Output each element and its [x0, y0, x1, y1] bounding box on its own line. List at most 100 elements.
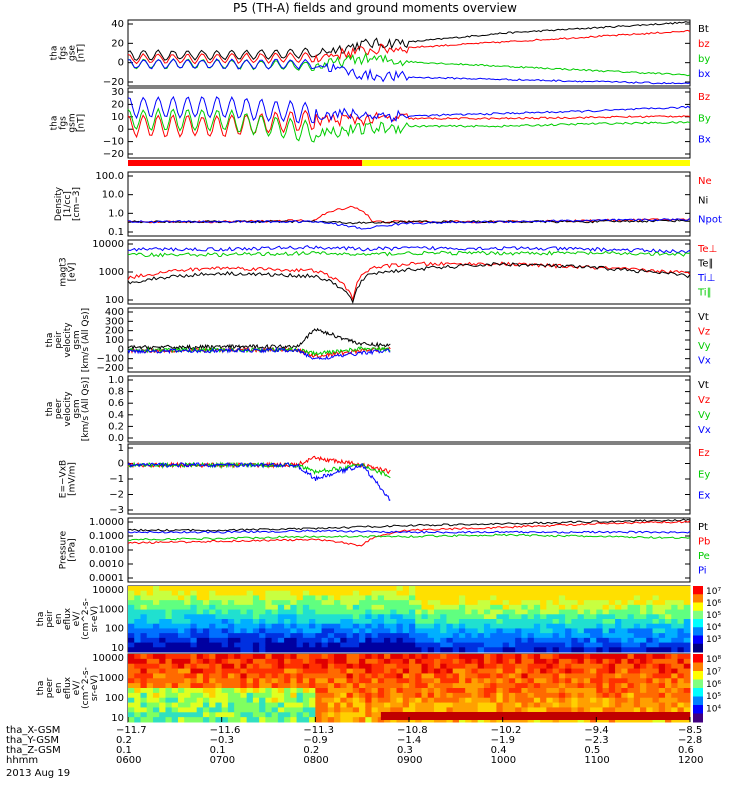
spectrogram-cell [483, 614, 491, 620]
spectrogram-cell [302, 614, 310, 620]
spectrogram-cell [377, 595, 385, 601]
legend-peer-velocity: Vy [698, 410, 711, 421]
x-axis-value: 0.5 [584, 745, 601, 756]
spectrogram-cell [527, 663, 535, 670]
spectrogram-cell [359, 717, 366, 723]
spectrogram-cell [159, 586, 166, 592]
spectrogram-cell [490, 609, 497, 615]
spectrogram-cell [596, 595, 604, 601]
spectrogram-cell [546, 663, 554, 670]
spectrogram-cell [677, 683, 685, 689]
spectrogram-cell [409, 619, 416, 625]
spectrogram-cell [546, 586, 554, 592]
spectrogram-cell [546, 692, 554, 699]
spectrogram-cell [327, 609, 335, 615]
spectrogram-cell [621, 609, 629, 615]
spectrogram-cell [146, 623, 154, 629]
spectrogram-cell [590, 654, 597, 660]
spectrogram-cell [284, 688, 291, 694]
spectrogram-cell [446, 642, 454, 648]
spectrogram-cell [184, 609, 191, 615]
spectrogram-cell [140, 688, 148, 694]
spectrogram-cell [365, 614, 373, 620]
spectrogram-cell [502, 619, 510, 625]
spectrogram-cell [365, 673, 373, 679]
spectrogram-cell [240, 586, 248, 592]
y-axis-label-density: Density [54, 186, 64, 221]
spectrogram-cell [433, 647, 441, 653]
spectrogram-cell [327, 633, 335, 639]
spectrogram-cell [290, 712, 298, 718]
spectrogram-cell [665, 678, 672, 684]
spectrogram-cell [134, 692, 141, 699]
spectrogram-cell [496, 663, 504, 670]
spectrogram-cell [490, 614, 497, 620]
spectrogram-cell [396, 678, 404, 684]
spectrogram-cell [290, 628, 298, 634]
spectrogram-cell [409, 654, 416, 660]
spectrogram-cell [652, 697, 660, 704]
spectrogram-cell [577, 654, 585, 660]
spectrogram-cell [671, 609, 679, 615]
spectrogram-cell [458, 619, 466, 625]
spectrogram-cell [677, 642, 685, 648]
spectrogram-cell [658, 647, 666, 653]
spectrogram-cell [521, 702, 529, 708]
y-axis-label-fgs-gsm: fgs [59, 116, 69, 130]
spectrogram-cell [340, 619, 348, 625]
spectrogram-cell [683, 604, 691, 611]
spectrogram-cell [390, 668, 398, 674]
spectrogram-cell [340, 600, 348, 606]
spectrogram-cell [552, 697, 560, 704]
spectrogram-cell [365, 628, 373, 634]
spectrogram-cell [577, 619, 585, 625]
spectrogram-cell [184, 623, 191, 629]
spectrogram-cell [446, 637, 454, 644]
spectrogram-cell [652, 678, 660, 684]
spectrogram-cell [533, 654, 541, 660]
spectrogram-cell [352, 609, 360, 615]
spectrogram-cell [159, 623, 166, 629]
spectrogram-cell [633, 673, 641, 679]
spectrogram-cell [521, 654, 529, 660]
spectrogram-cell [171, 654, 179, 660]
spectrogram-cell [315, 697, 323, 704]
spectrogram-cell [171, 702, 179, 708]
spectrogram-cell [377, 697, 385, 704]
spectrogram-cell [315, 688, 323, 694]
spectrogram-cell [446, 590, 454, 596]
spectrogram-cell [627, 673, 635, 679]
spectrogram-cell [346, 633, 354, 639]
spectrogram-cell [340, 658, 348, 665]
spectrogram-cell [284, 658, 291, 665]
spectrogram-cell [402, 642, 410, 648]
spectrogram-cell [471, 683, 479, 689]
spectrogram-cell [171, 633, 179, 639]
spectrogram-cell [290, 647, 298, 653]
spectrogram-cell [665, 609, 672, 615]
spectrogram-cell [209, 614, 216, 620]
spectrogram-cell [440, 678, 447, 684]
spectrogram-cell [215, 609, 223, 615]
spectrogram-cell [234, 595, 241, 601]
spectrogram-cell [202, 658, 210, 665]
spectrogram-cell [615, 647, 622, 653]
spectrogram-cell [171, 590, 179, 596]
spectrogram-cell [334, 697, 341, 704]
spectrogram-cell [677, 628, 685, 634]
spectrogram-cell [508, 658, 516, 665]
spectrogram-cell [396, 702, 404, 708]
spectrogram-cell [602, 688, 610, 694]
spectrogram-cell [240, 678, 248, 684]
spectrogram-cell [365, 707, 373, 713]
spectrogram-cell [284, 702, 291, 708]
spectrogram-cell [302, 697, 310, 704]
spectrogram-cell [546, 604, 554, 611]
spectrogram-cell [546, 658, 554, 665]
spectrogram-cell [315, 628, 323, 634]
spectrogram-cell [365, 586, 373, 592]
spectrogram-cell [334, 633, 341, 639]
spectrogram-cell [159, 637, 166, 644]
spectrogram-cell [565, 633, 572, 639]
spectrogram-cell [608, 623, 616, 629]
